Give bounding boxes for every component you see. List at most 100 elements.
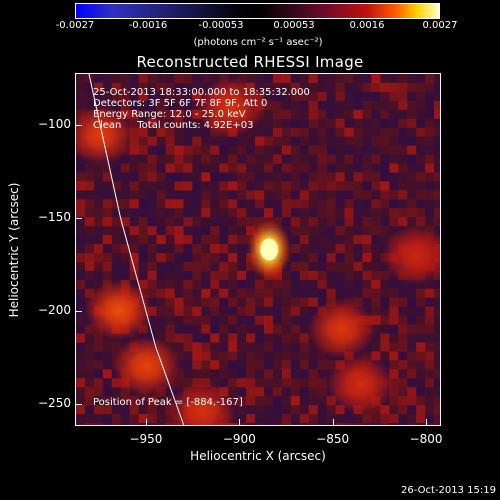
heatmap-cell xyxy=(407,360,417,370)
heatmap-cell xyxy=(434,351,440,361)
heatmap-cell xyxy=(281,324,292,335)
peak-core xyxy=(260,238,279,261)
heatmap-cell xyxy=(308,154,319,164)
heatmap-cell xyxy=(255,82,265,93)
heatmap-cell xyxy=(129,235,140,245)
heatmap-cell xyxy=(371,288,381,299)
heatmap-cell xyxy=(326,360,337,370)
heatmap-cell xyxy=(299,342,310,352)
heatmap-cell xyxy=(129,181,140,191)
heatmap-cell xyxy=(335,190,346,200)
heatmap-cell xyxy=(362,270,372,281)
heatmap-cell xyxy=(335,154,346,164)
colorbar-tick-label: -0.00053 xyxy=(198,20,244,31)
heatmap-cell xyxy=(299,244,310,254)
heatmap-cell xyxy=(290,351,301,361)
heatmap-cell xyxy=(299,279,310,290)
heatmap-cell xyxy=(371,261,381,272)
heatmap-cell xyxy=(398,315,408,326)
heatmap-cell xyxy=(344,252,354,263)
heatmap-cell xyxy=(362,91,372,102)
heatmap-cell xyxy=(174,351,184,361)
heatmap-cell xyxy=(156,252,167,263)
heatmap-cell xyxy=(93,396,104,406)
heatmap-cell xyxy=(237,396,247,406)
heatmap-cell xyxy=(192,136,202,147)
heatmap-cell xyxy=(147,324,158,335)
heatmap-cell xyxy=(344,91,354,102)
heatmap-cell xyxy=(147,154,158,164)
heatmap-cell xyxy=(434,109,440,120)
heatmap-cell xyxy=(120,252,131,263)
heatmap-cell xyxy=(416,333,426,343)
heatmap-cell xyxy=(272,74,283,84)
heatmap-cell xyxy=(317,252,328,263)
heatmap-cell xyxy=(326,190,337,200)
heatmap-cell xyxy=(353,288,363,299)
heatmap-cell xyxy=(281,127,292,138)
y-tick-mark xyxy=(75,310,82,312)
colorbar-unit: (photons cm⁻² s⁻¹ asec⁻²) xyxy=(193,37,323,48)
heatmap-cell xyxy=(317,261,328,272)
heatmap-cell xyxy=(76,333,86,343)
heatmap-cell xyxy=(84,100,95,111)
heatmap-cell xyxy=(371,333,381,343)
heatmap-cell xyxy=(76,279,86,290)
heatmap-cell xyxy=(192,109,202,120)
heatmap-cell xyxy=(156,423,167,425)
heatmap-cell xyxy=(416,369,426,379)
heatmap-cell xyxy=(210,252,220,263)
heatmap-cell xyxy=(174,74,184,84)
heatmap-cell xyxy=(129,91,140,102)
heatmap-cell xyxy=(353,270,363,281)
heatmap-cell xyxy=(84,181,95,191)
heatmap-cell xyxy=(255,288,265,299)
heatmap-cell xyxy=(174,378,184,388)
heatmap-cell xyxy=(201,279,211,290)
heatmap-cell xyxy=(425,288,435,299)
heatmap-cell xyxy=(425,342,435,352)
heatmap-cell xyxy=(290,82,301,93)
heatmap-cell xyxy=(425,136,435,147)
heatmap-cell xyxy=(335,235,346,245)
heatmap-cell xyxy=(93,181,104,191)
heatmap-cell xyxy=(129,199,140,209)
heatmap-cell xyxy=(156,136,167,147)
heatmap-cell xyxy=(129,109,140,120)
heatmap-cell xyxy=(353,172,363,182)
heatmap-cell xyxy=(138,405,149,415)
heatmap-cell xyxy=(308,279,319,290)
heatmap-cell xyxy=(263,414,274,424)
heatmap-cell xyxy=(407,306,417,317)
heatmap-cell xyxy=(93,333,104,343)
heatmap-cell xyxy=(407,414,417,424)
heatmap-cell xyxy=(93,235,104,245)
heatmap-cell xyxy=(398,217,408,227)
heatmap-cell xyxy=(102,181,113,191)
x-tick-mark xyxy=(145,419,147,426)
heatmap-cell xyxy=(183,279,193,290)
heatmap-cell xyxy=(389,306,399,317)
heatmap-cell xyxy=(335,181,346,191)
heatmap-cell xyxy=(371,270,381,281)
heatmap-cell xyxy=(147,414,158,424)
heatmap-cell xyxy=(425,315,435,326)
heatmap-cell xyxy=(93,270,104,281)
heatmap-cell xyxy=(228,315,238,326)
heatmap-cell xyxy=(281,208,292,218)
heatmap-cell xyxy=(398,396,408,406)
heatmap-cell xyxy=(183,109,193,120)
heatmap-cell xyxy=(210,351,220,361)
heatmap-cell xyxy=(371,82,381,93)
heatmap-cell xyxy=(84,396,95,406)
heatmap-cell xyxy=(174,235,184,245)
heatmap-cell xyxy=(237,279,247,290)
heatmap-cell xyxy=(353,244,363,254)
heatmap-cell xyxy=(120,217,131,227)
heatmap-cell xyxy=(147,109,158,120)
heatmap-cell xyxy=(407,288,417,299)
heatmap-cell xyxy=(353,261,363,272)
heatmap-cell xyxy=(201,145,211,156)
heatmap-cell xyxy=(416,315,426,326)
heatmap-cell xyxy=(228,181,238,191)
